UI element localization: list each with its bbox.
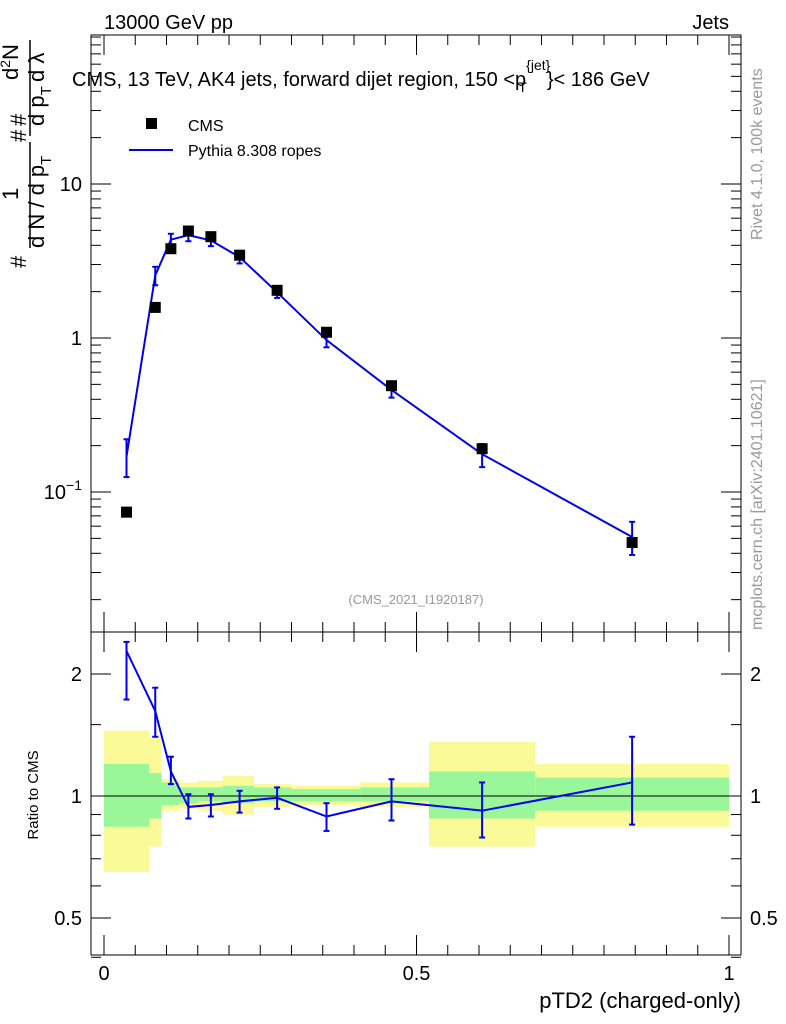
svg-text:#: # [6,129,31,142]
legend-label-pythia: Pythia 8.308 ropes [188,143,321,160]
svg-text:d λ: d λ [24,53,49,82]
main-y-axis-title: # d N / d pT 1 # d pT # d λ d2N [0,40,55,268]
svg-text:#: # [6,255,31,268]
ratio-inner-band-bin [222,785,254,804]
ratio-inner-band-bin [104,763,149,827]
cms-data-point [271,284,283,296]
analysis-id-label: (CMS_2021_I1920187) [348,592,483,607]
ratio-mc-line [125,650,633,818]
cms-data-point [149,301,161,313]
cms-data-point [234,249,246,261]
svg-text:1: 1 [0,188,23,200]
svg-text:d2N: d2N [0,44,23,80]
cms-data-point [626,536,638,548]
plot-title: CMS, 13 TeV, AK4 jets, forward dijet reg… [72,57,650,95]
ratio-inner-band-bin [291,789,361,802]
x-tick-label-1: 1 [723,963,734,985]
legend-label-cms: CMS [188,118,224,135]
ratio-y-tick-label-right-0.5: 0.5 [750,908,778,930]
cms-data-point [165,243,177,255]
ratio-y-tick-label-right-2: 2 [750,664,761,686]
cms-data-point [321,326,332,338]
x-tick-label-0.5: 0.5 [403,963,431,985]
legend-marker-cms [146,118,157,129]
ratio-y-tick-label-0.5: 0.5 [54,908,82,930]
x-axis-title: pTD2 (charged-only) [539,988,741,1013]
main-y-tick-label-0.1: 10−1 [44,477,82,504]
x-tick-label-0: 0 [98,963,109,985]
cms-data-point [476,443,488,455]
main-mc-line [125,234,633,538]
cms-data-point [121,506,132,518]
rivet-version-label: Rivet 4.1.0, 100k events [749,68,766,240]
ratio-y-tick-label-1: 1 [71,786,82,808]
cms-data-point [205,231,217,243]
cms-data-point [182,225,194,237]
svg-text:#: # [6,113,31,126]
header-left-label: 13000 GeV pp [104,12,233,34]
ratio-inner-band-bin [161,782,179,806]
ratio-inner-band-bin [360,787,429,802]
main-y-tick-label-1: 1 [71,328,82,350]
ratio-y-tick-label-2: 2 [71,664,82,686]
main-mc-error-bars [123,228,636,556]
main-axis-ticks [91,35,741,632]
svg-text:d N / d pT: d N / d pT [24,156,55,248]
main-data-points [121,225,638,548]
ratio-inner-band-bin [254,787,292,802]
main-y-tick-label-10: 10 [60,174,82,196]
header-right-label: Jets [692,12,729,34]
ratio-y-tick-label-right-1: 1 [750,786,761,808]
cms-data-point [386,380,397,392]
ratio-axis-ticks [91,632,741,958]
ratio-y-axis-title: Ratio to CMS [25,750,42,839]
mcplots-label: mcplots.cern.ch [arXiv:2401.10621] [749,379,766,630]
